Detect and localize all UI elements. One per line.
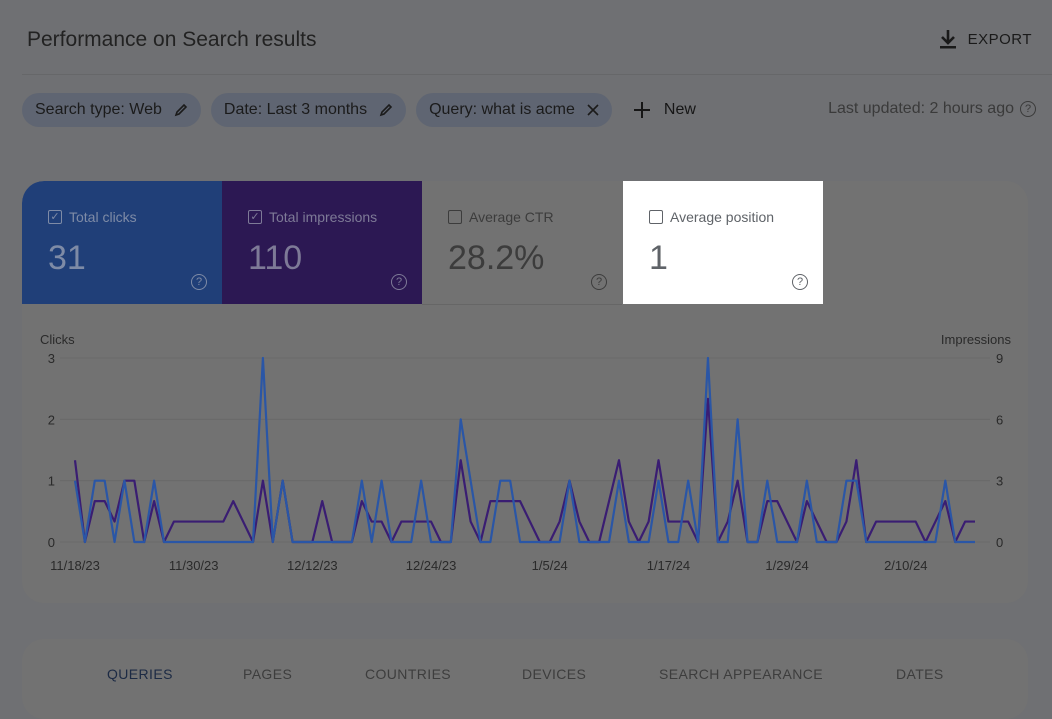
header-divider bbox=[22, 74, 1052, 75]
download-icon bbox=[939, 30, 956, 49]
metric-label: Total impressions bbox=[269, 209, 378, 225]
tab-pages[interactable]: PAGES bbox=[243, 666, 293, 682]
export-label: EXPORT bbox=[967, 30, 1032, 48]
metric-value: 28.2% bbox=[448, 239, 545, 277]
tab-queries[interactable]: QUERIES bbox=[107, 666, 173, 682]
filter-chip-search-type[interactable]: Search type: Web bbox=[22, 93, 201, 127]
checkbox-checked-icon[interactable]: ✓ bbox=[248, 210, 262, 224]
dimension-tabs: QUERIES PAGES COUNTRIES DEVICES SEARCH A… bbox=[22, 639, 1028, 719]
filter-bar: Search type: Web Date: Last 3 months Que… bbox=[22, 93, 696, 127]
help-icon[interactable]: ? bbox=[591, 274, 607, 290]
metric-value: 31 bbox=[48, 239, 86, 277]
checkbox-checked-icon[interactable]: ✓ bbox=[48, 210, 62, 224]
tab-search-appearance[interactable]: SEARCH APPEARANCE bbox=[659, 666, 823, 682]
help-icon[interactable]: ? bbox=[792, 274, 808, 290]
metric-label: Average position bbox=[670, 209, 775, 225]
page-title: Performance on Search results bbox=[27, 28, 317, 51]
plus-icon bbox=[633, 102, 650, 118]
checkbox-unchecked-icon[interactable] bbox=[448, 210, 462, 224]
help-icon[interactable]: ? bbox=[191, 274, 207, 290]
last-updated-text: Last updated: 2 hours ago bbox=[828, 100, 1014, 117]
metric-label: Average CTR bbox=[469, 209, 554, 225]
export-button[interactable]: EXPORT bbox=[938, 28, 1032, 50]
tab-countries[interactable]: COUNTRIES bbox=[365, 666, 452, 682]
last-updated: Last updated: 2 hours ago ? bbox=[828, 100, 1036, 118]
metric-label: Total clicks bbox=[69, 209, 137, 225]
metric-value: 110 bbox=[248, 239, 303, 277]
metric-card-average-ctr[interactable]: Average CTR 28.2% ? bbox=[422, 181, 622, 305]
metric-card-total-impressions[interactable]: ✓ Total impressions 110 ? bbox=[222, 181, 422, 304]
chip-label: Search type: Web bbox=[35, 101, 162, 118]
pencil-icon[interactable] bbox=[174, 103, 188, 117]
filter-chip-query[interactable]: Query: what is acme bbox=[416, 93, 612, 127]
metric-value: 1 bbox=[649, 239, 668, 277]
metric-card-total-clicks[interactable]: ✓ Total clicks 31 ? bbox=[22, 181, 222, 304]
metric-card-average-position[interactable]: Average position 1 ? bbox=[623, 181, 823, 304]
pencil-icon[interactable] bbox=[379, 103, 393, 117]
new-filter-button[interactable]: New bbox=[633, 101, 696, 119]
tab-dates[interactable]: DATES bbox=[896, 666, 944, 682]
chip-label: Query: what is acme bbox=[429, 101, 575, 118]
filter-chip-date[interactable]: Date: Last 3 months bbox=[210, 93, 407, 127]
close-icon[interactable] bbox=[587, 104, 599, 116]
help-icon[interactable]: ? bbox=[391, 274, 407, 290]
chip-label: Date: Last 3 months bbox=[223, 101, 368, 118]
performance-panel: ✓ Total clicks 31 ? ✓ Total impressions 11… bbox=[22, 181, 1028, 603]
checkbox-unchecked-icon[interactable] bbox=[649, 210, 663, 224]
tab-devices[interactable]: DEVICES bbox=[522, 666, 587, 682]
new-filter-label: New bbox=[663, 101, 696, 118]
help-icon[interactable]: ? bbox=[1020, 101, 1036, 117]
